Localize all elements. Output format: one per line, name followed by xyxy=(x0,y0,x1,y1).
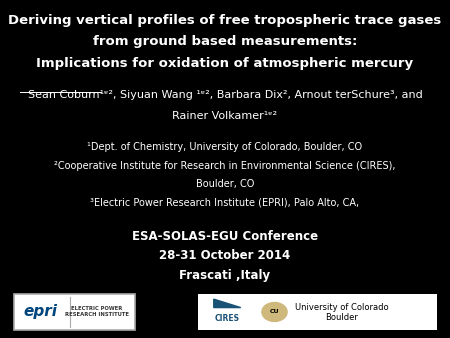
Text: Rainer Volkamer¹ᵄ²: Rainer Volkamer¹ᵄ² xyxy=(172,111,278,121)
Text: Boulder: Boulder xyxy=(325,313,359,322)
Text: Frascati ,Italy: Frascati ,Italy xyxy=(180,269,270,282)
Text: CU: CU xyxy=(270,310,279,314)
Text: ELECTRIC POWER: ELECTRIC POWER xyxy=(71,306,122,311)
Text: 28-31 October 2014: 28-31 October 2014 xyxy=(159,249,291,262)
Text: University of Colorado: University of Colorado xyxy=(295,303,389,312)
Text: RESEARCH INSTITUTE: RESEARCH INSTITUTE xyxy=(65,312,129,317)
Polygon shape xyxy=(214,299,241,308)
Text: from ground based measurements:: from ground based measurements: xyxy=(93,35,357,48)
Text: Boulder, CO: Boulder, CO xyxy=(196,179,254,189)
FancyBboxPatch shape xyxy=(198,294,436,330)
Text: Implications for oxidation of atmospheric mercury: Implications for oxidation of atmospheri… xyxy=(36,57,414,70)
Text: CIRES: CIRES xyxy=(215,314,240,323)
Text: Sean Coburn¹ᵄ², Siyuan Wang ¹ᵄ², Barbara Dix², Arnout terSchure³, and: Sean Coburn¹ᵄ², Siyuan Wang ¹ᵄ², Barbara… xyxy=(27,90,423,100)
Text: ²Cooperative Institute for Research in Environmental Science (CIRES),: ²Cooperative Institute for Research in E… xyxy=(54,161,396,171)
Circle shape xyxy=(262,303,287,321)
Text: Deriving vertical profiles of free tropospheric trace gases: Deriving vertical profiles of free tropo… xyxy=(9,14,441,26)
Text: ESA-SOLAS-EGU Conference: ESA-SOLAS-EGU Conference xyxy=(132,230,318,243)
FancyBboxPatch shape xyxy=(14,294,135,330)
Text: epri: epri xyxy=(23,305,58,319)
Text: ³Electric Power Research Institute (EPRI), Palo Alto, CA,: ³Electric Power Research Institute (EPRI… xyxy=(90,198,360,208)
Text: ¹Dept. of Chemistry, University of Colorado, Boulder, CO: ¹Dept. of Chemistry, University of Color… xyxy=(87,142,363,152)
